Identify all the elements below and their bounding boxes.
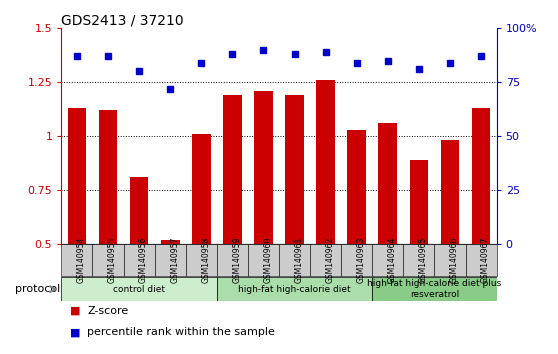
Text: GSM140960: GSM140960 bbox=[263, 236, 272, 283]
FancyBboxPatch shape bbox=[465, 244, 497, 276]
Text: GSM140959: GSM140959 bbox=[232, 236, 242, 283]
Text: GSM140964: GSM140964 bbox=[388, 236, 397, 283]
Bar bbox=[441, 141, 459, 352]
FancyBboxPatch shape bbox=[310, 244, 341, 276]
FancyBboxPatch shape bbox=[341, 244, 372, 276]
Text: GSM140954: GSM140954 bbox=[77, 236, 86, 283]
Bar bbox=[223, 95, 242, 352]
FancyBboxPatch shape bbox=[217, 277, 372, 302]
Text: ■: ■ bbox=[70, 306, 80, 316]
Text: percentile rank within the sample: percentile rank within the sample bbox=[88, 327, 275, 337]
Text: high-fat high-calorie diet: high-fat high-calorie diet bbox=[238, 285, 351, 293]
Bar bbox=[68, 108, 86, 352]
Text: GSM140965: GSM140965 bbox=[419, 236, 428, 283]
Bar bbox=[130, 177, 148, 352]
Text: GSM140956: GSM140956 bbox=[139, 236, 148, 283]
FancyBboxPatch shape bbox=[123, 244, 155, 276]
Bar bbox=[472, 108, 490, 352]
Text: GSM140963: GSM140963 bbox=[357, 236, 365, 283]
Text: GSM140957: GSM140957 bbox=[170, 236, 179, 283]
FancyBboxPatch shape bbox=[217, 244, 248, 276]
Text: high-fat high-calorie diet plus
resveratrol: high-fat high-calorie diet plus resverat… bbox=[367, 279, 502, 299]
FancyBboxPatch shape bbox=[61, 244, 93, 276]
FancyBboxPatch shape bbox=[248, 244, 279, 276]
Text: GSM140962: GSM140962 bbox=[326, 237, 335, 283]
Text: GSM140958: GSM140958 bbox=[201, 237, 210, 283]
Text: GSM140961: GSM140961 bbox=[295, 237, 304, 283]
Text: GSM140955: GSM140955 bbox=[108, 236, 117, 283]
Bar bbox=[410, 160, 428, 352]
FancyBboxPatch shape bbox=[372, 277, 497, 302]
FancyBboxPatch shape bbox=[403, 244, 435, 276]
Text: protocol: protocol bbox=[15, 284, 60, 294]
Bar bbox=[192, 134, 210, 352]
FancyBboxPatch shape bbox=[186, 244, 217, 276]
Text: Z-score: Z-score bbox=[88, 306, 129, 316]
FancyBboxPatch shape bbox=[61, 277, 217, 302]
FancyBboxPatch shape bbox=[279, 244, 310, 276]
FancyBboxPatch shape bbox=[372, 244, 403, 276]
Bar bbox=[99, 110, 117, 352]
Bar bbox=[348, 130, 366, 352]
Bar bbox=[285, 95, 304, 352]
Bar bbox=[378, 123, 397, 352]
Text: control diet: control diet bbox=[113, 285, 165, 293]
Bar bbox=[161, 240, 180, 352]
Bar bbox=[316, 80, 335, 352]
Text: GDS2413 / 37210: GDS2413 / 37210 bbox=[61, 13, 184, 27]
FancyBboxPatch shape bbox=[435, 244, 465, 276]
Text: GSM140967: GSM140967 bbox=[481, 236, 490, 283]
Text: GSM140966: GSM140966 bbox=[450, 236, 459, 283]
Text: ■: ■ bbox=[70, 327, 80, 337]
Bar bbox=[254, 91, 273, 352]
FancyBboxPatch shape bbox=[155, 244, 186, 276]
FancyBboxPatch shape bbox=[93, 244, 123, 276]
